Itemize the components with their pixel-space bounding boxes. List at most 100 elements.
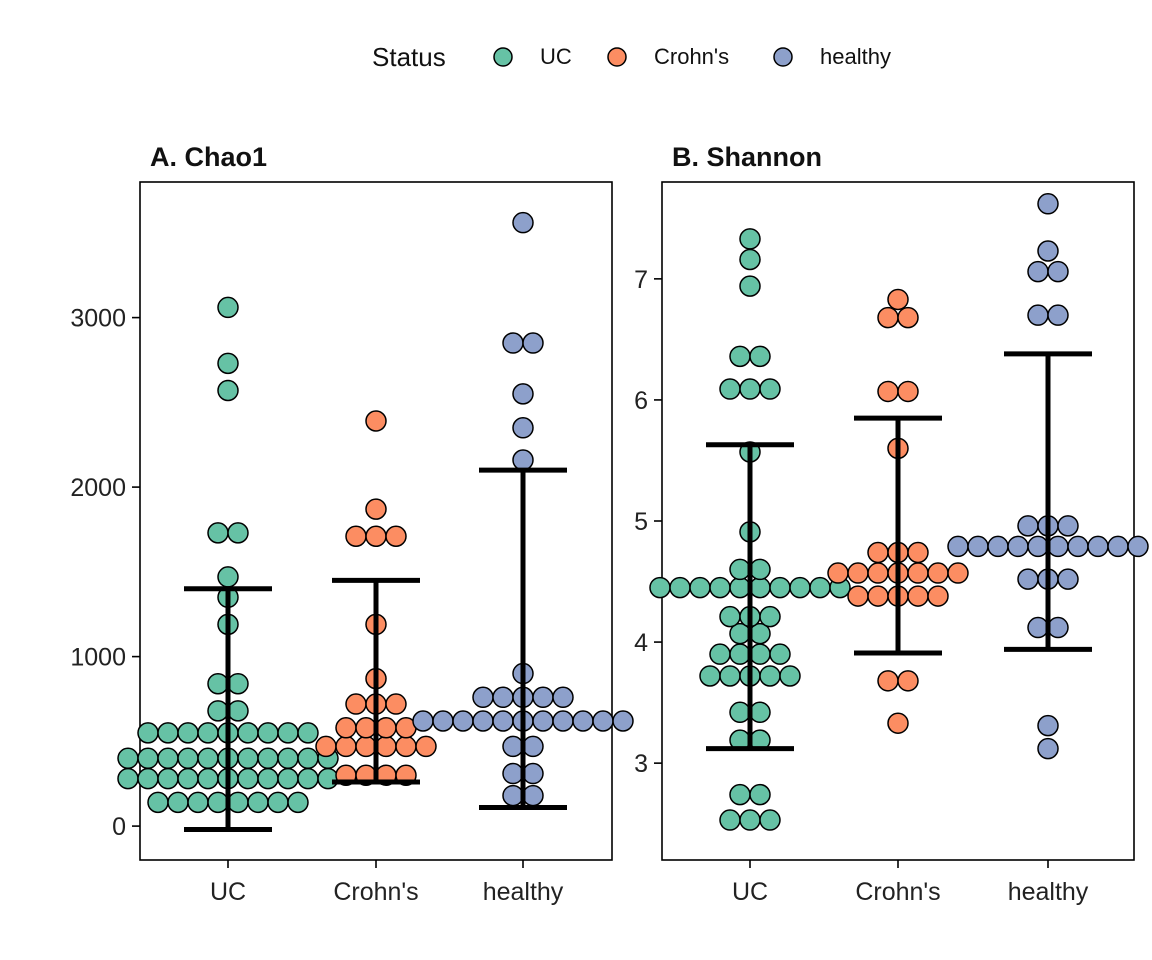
chao1-ytick-label-3: 3000: [70, 305, 126, 333]
shannon-title: B. Shannon: [672, 142, 822, 172]
shannon-point-uc: [729, 701, 751, 724]
legend-label-1: Crohn's: [654, 44, 729, 69]
shannon-ytick-label-0: 3: [634, 750, 648, 778]
shannon-point-healthy: [1037, 193, 1059, 215]
shannon-point-healthy: [1017, 568, 1039, 590]
shannon-point-crohns: [867, 541, 889, 564]
shannon-ytick-label-1: 4: [634, 629, 648, 657]
shannon-point-uc: [709, 576, 731, 599]
shannon-ytick-label-3: 6: [634, 387, 648, 415]
chao1-ytick-label-2: 2000: [70, 474, 126, 502]
shannon-point-healthy: [1027, 616, 1049, 639]
shannon-point-uc: [729, 643, 751, 665]
chao1-point-crohns: [415, 735, 437, 758]
chao1-point-uc: [257, 747, 279, 770]
chao1-point-crohns: [355, 717, 377, 739]
chao1-point-uc: [267, 791, 289, 814]
chao1-point-crohns: [375, 717, 397, 739]
shannon-xtick-label-0: UC: [732, 878, 768, 906]
chao1-point-uc: [237, 722, 259, 744]
shannon-point-healthy: [1087, 535, 1109, 558]
chao1-point-uc: [297, 767, 319, 790]
chao1-point-uc: [147, 791, 169, 814]
shannon-point-uc: [709, 643, 731, 665]
chao1-point-uc: [117, 767, 139, 790]
shannon-point-crohns: [847, 585, 869, 607]
shannon-point-uc: [759, 809, 781, 831]
shannon-point-healthy: [1047, 260, 1069, 283]
chao1-point-uc: [227, 791, 249, 814]
shannon-point-uc: [749, 643, 771, 665]
chao1-point-crohns: [375, 735, 397, 758]
chao1-point-uc: [187, 791, 209, 814]
shannon-point-crohns: [907, 562, 929, 584]
shannon-point-uc: [759, 665, 781, 687]
chao1-point-crohns: [395, 735, 417, 758]
chao1-point-healthy: [472, 686, 494, 709]
chao1-point-healthy: [512, 211, 534, 234]
chao1-point-uc: [207, 522, 229, 544]
legend-title: Status: [372, 42, 446, 72]
chao1-point-crohns: [335, 717, 357, 739]
shannon-point-healthy: [1027, 304, 1049, 326]
chao1-point-healthy: [502, 784, 524, 807]
chao1-point-uc: [317, 767, 339, 790]
shannon-ytick-label-2: 5: [634, 508, 648, 536]
chao1-point-uc: [217, 566, 239, 588]
shannon-point-uc: [749, 576, 771, 599]
chao1-point-healthy: [502, 735, 524, 758]
chao1-point-crohns: [345, 525, 367, 548]
chao1-point-uc: [197, 747, 219, 770]
legend-label-2: healthy: [820, 44, 891, 69]
chao1-xtick-label-1: Crohn's: [333, 878, 418, 906]
shannon-point-uc: [719, 378, 741, 400]
shannon-point-crohns: [927, 585, 949, 607]
chao1-panel: A. Chao1 0 1000 2000 3000 UC Crohn's healthy: [70, 142, 634, 906]
shannon-point-uc: [719, 809, 741, 831]
shannon-point-healthy: [1057, 568, 1079, 590]
shannon-point-uc: [719, 665, 741, 687]
shannon-point-healthy: [1037, 714, 1059, 737]
chao1-point-crohns: [385, 525, 407, 548]
chao1-point-uc: [277, 747, 299, 770]
chao1-point-crohns: [355, 735, 377, 758]
shannon-point-uc: [739, 275, 761, 297]
chao1-xtick-label-2: healthy: [483, 878, 564, 906]
shannon-point-uc: [749, 783, 771, 806]
chao1-point-uc: [287, 791, 309, 814]
shannon-point-healthy: [1047, 304, 1069, 326]
chao1-xtick-label-0: UC: [210, 878, 246, 906]
shannon-point-healthy: [1017, 515, 1039, 537]
chao1-point-healthy: [492, 686, 514, 709]
shannon-point-healthy: [1067, 535, 1089, 558]
shannon-point-healthy: [1057, 515, 1079, 537]
chao1-point-uc: [197, 767, 219, 790]
shannon-point-crohns: [867, 562, 889, 584]
shannon-point-healthy: [1047, 535, 1069, 558]
chao1-point-uc: [177, 722, 199, 744]
shannon-point-crohns: [927, 562, 949, 584]
chao1-point-healthy: [432, 710, 454, 732]
shannon-point-healthy: [1037, 737, 1059, 760]
chao1-point-uc: [297, 722, 319, 744]
shannon-point-crohns: [867, 585, 889, 607]
chao1-point-uc: [157, 747, 179, 770]
shannon-point-uc: [729, 783, 751, 806]
shannon-xtick-label-1: Crohn's: [855, 878, 940, 906]
shannon-point-healthy: [1127, 535, 1149, 558]
shannon-point-uc: [729, 345, 751, 368]
chao1-point-healthy: [502, 332, 524, 354]
legend-label-0: UC: [540, 44, 572, 69]
chao1-point-crohns: [345, 693, 367, 715]
chao1-point-healthy: [552, 710, 574, 732]
shannon-point-healthy: [947, 535, 969, 558]
chao1-point-uc: [247, 791, 269, 814]
chao1-point-uc: [207, 791, 229, 814]
shannon-point-crohns: [907, 585, 929, 607]
chao1-point-uc: [257, 767, 279, 790]
chao1-point-crohns: [365, 525, 387, 548]
shannon-point-uc: [759, 605, 781, 628]
chao1-point-healthy: [472, 710, 494, 732]
legend-key-1: [607, 47, 627, 67]
